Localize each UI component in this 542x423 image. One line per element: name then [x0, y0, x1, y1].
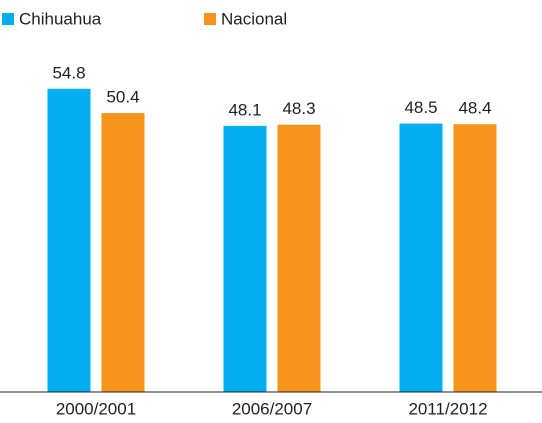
bar [101, 113, 145, 393]
x-tick-label: 2011/2012 [408, 399, 487, 418]
bar [47, 88, 91, 393]
bar [453, 124, 497, 392]
data-label: 48.5 [404, 98, 437, 117]
data-label: 54.8 [52, 63, 85, 82]
x-tick-label: 2006/2007 [232, 399, 312, 418]
bar [277, 124, 321, 393]
legend-swatch [2, 13, 14, 25]
data-label: 48.3 [282, 99, 315, 118]
bar [223, 125, 267, 392]
x-tick-label: 2000/2001 [56, 399, 136, 418]
legend-label: Nacional [221, 9, 287, 28]
data-label: 50.4 [106, 88, 139, 107]
data-label: 48.1 [228, 100, 261, 119]
data-label: 48.4 [458, 99, 491, 118]
bar [399, 123, 443, 392]
legend-label: Chihuahua [19, 9, 102, 28]
legend-swatch [204, 13, 216, 25]
